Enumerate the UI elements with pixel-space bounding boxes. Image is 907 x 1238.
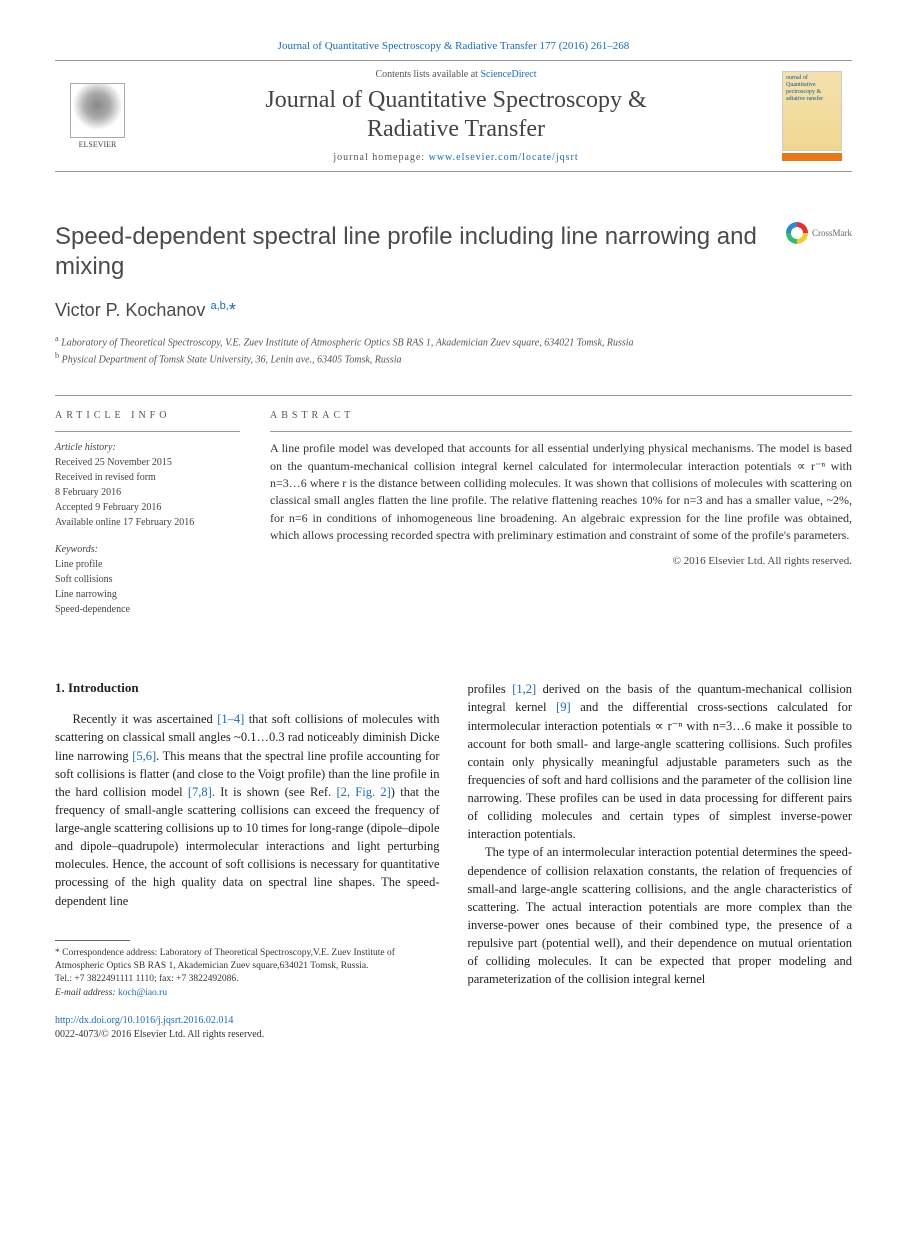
issn-copyright: 0022-4073/© 2016 Elsevier Ltd. All right… xyxy=(55,1028,440,1042)
homepage-line: journal homepage: www.elsevier.com/locat… xyxy=(142,152,770,163)
author-name: Victor P. Kochanov xyxy=(55,300,205,320)
top-citation: Journal of Quantitative Spectroscopy & R… xyxy=(55,40,852,52)
col1-t4: . It is shown (see Ref. xyxy=(212,785,337,799)
journal-cover-thumb: ournal of Quantitative pectroscopy & adi… xyxy=(782,71,842,151)
abstract-text: A line profile model was developed that … xyxy=(270,431,852,544)
cover-orange-bar xyxy=(782,153,842,161)
elsevier-label: ELSEVIER xyxy=(79,140,117,149)
section-1-heading: 1. Introduction xyxy=(55,680,440,696)
keyword-1: Line profile xyxy=(55,557,240,572)
elsevier-tree-icon xyxy=(70,83,125,138)
journal-name: Journal of Quantitative Spectroscopy & R… xyxy=(142,86,770,144)
elsevier-logo: ELSEVIER xyxy=(65,78,130,153)
affiliation-b: b Physical Department of Tomsk State Uni… xyxy=(55,350,852,367)
doi-block: http://dx.doi.org/10.1016/j.jqsrt.2016.0… xyxy=(55,1014,440,1042)
corr-label: * Correspondence address: xyxy=(55,948,160,958)
ref-5-6[interactable]: [5,6] xyxy=(132,749,156,763)
affiliations: a Laboratory of Theoretical Spectroscopy… xyxy=(55,333,852,368)
contents-prefix: Contents lists available at xyxy=(375,69,480,80)
article-info-label: ARTICLE INFO xyxy=(55,396,240,431)
history-revised1: Received in revised form xyxy=(55,470,240,485)
col1-t1: Recently it was ascertained xyxy=(73,712,218,726)
ref-1-2[interactable]: [1,2] xyxy=(512,682,536,696)
homepage-prefix: journal homepage: xyxy=(333,152,428,163)
affiliation-b-text: Physical Department of Tomsk State Unive… xyxy=(62,354,402,365)
footnote-separator xyxy=(55,940,130,941)
keywords-label: Keywords: xyxy=(55,542,240,557)
col2-t3: and the differential cross-sections calc… xyxy=(468,700,853,841)
footnote-email: E-mail address: koch@iao.ru xyxy=(55,987,440,1000)
col2-p2: The type of an intermolecular interactio… xyxy=(468,843,853,988)
sciencedirect-link[interactable]: ScienceDirect xyxy=(480,69,536,80)
author-affil-marks[interactable]: a,b, xyxy=(210,300,228,312)
crossmark-icon xyxy=(786,222,808,244)
journal-header: ELSEVIER Contents lists available at Sci… xyxy=(55,60,852,172)
ref-2-fig2[interactable]: [2, Fig. 2] xyxy=(337,785,391,799)
homepage-link[interactable]: www.elsevier.com/locate/jqsrt xyxy=(429,152,579,163)
footnote-correspondence: * Correspondence address: Laboratory of … xyxy=(55,947,440,974)
history-label: Article history: xyxy=(55,440,240,455)
corresponding-star: * xyxy=(229,300,236,320)
footnote-block: * Correspondence address: Laboratory of … xyxy=(55,947,440,1000)
article-info-col: ARTICLE INFO Article history: Received 2… xyxy=(55,396,240,625)
doi-link[interactable]: http://dx.doi.org/10.1016/j.jqsrt.2016.0… xyxy=(55,1015,233,1026)
crossmark-label: CrossMark xyxy=(812,228,852,238)
journal-name-line1: Journal of Quantitative Spectroscopy & xyxy=(265,87,646,113)
author-line: Victor P. Kochanov a,b,* xyxy=(55,300,852,321)
article-title: Speed-dependent spectral line profile in… xyxy=(55,222,766,282)
journal-cover-wrap: ournal of Quantitative pectroscopy & adi… xyxy=(782,71,842,161)
keyword-3: Line narrowing xyxy=(55,587,240,602)
email-label: E-mail address: xyxy=(55,988,118,998)
keyword-4: Speed-dependence xyxy=(55,602,240,617)
crossmark-badge[interactable]: CrossMark xyxy=(786,222,852,244)
history-revised2: 8 February 2016 xyxy=(55,485,240,500)
col1-t5: ) that the frequency of small-angle scat… xyxy=(55,785,440,908)
col2-t1: profiles xyxy=(468,682,513,696)
history-block: Article history: Received 25 November 20… xyxy=(55,431,240,538)
ref-7-8[interactable]: [7,8] xyxy=(188,785,212,799)
col2-paragraphs: profiles [1,2] derived on the basis of t… xyxy=(468,680,853,988)
body-columns: 1. Introduction Recently it was ascertai… xyxy=(55,680,852,1042)
abstract-label: ABSTRACT xyxy=(270,396,852,431)
col1-paragraph: Recently it was ascertained [1–4] that s… xyxy=(55,710,440,909)
column-right: profiles [1,2] derived on the basis of t… xyxy=(468,680,853,1042)
footnote-tel: Tel.: +7 3822491111 1110; fax: +7 382249… xyxy=(55,973,440,986)
ref-9[interactable]: [9] xyxy=(556,700,571,714)
info-abstract-row: ARTICLE INFO Article history: Received 2… xyxy=(55,395,852,625)
affiliation-a-text: Laboratory of Theoretical Spectroscopy, … xyxy=(61,337,633,348)
page-container: Journal of Quantitative Spectroscopy & R… xyxy=(0,0,907,1082)
history-received: Received 25 November 2015 xyxy=(55,455,240,470)
column-left: 1. Introduction Recently it was ascertai… xyxy=(55,680,440,1042)
header-center: Contents lists available at ScienceDirec… xyxy=(142,69,770,163)
abstract-col: ABSTRACT A line profile model was develo… xyxy=(270,396,852,625)
history-online: Available online 17 February 2016 xyxy=(55,515,240,530)
journal-name-line2: Radiative Transfer xyxy=(367,116,545,142)
abstract-copyright: © 2016 Elsevier Ltd. All rights reserved… xyxy=(270,555,852,567)
title-row: Speed-dependent spectral line profile in… xyxy=(55,222,852,282)
history-accepted: Accepted 9 February 2016 xyxy=(55,500,240,515)
contents-line: Contents lists available at ScienceDirec… xyxy=(142,69,770,80)
email-link[interactable]: koch@iao.ru xyxy=(118,988,167,998)
keywords-block: Keywords: Line profile Soft collisions L… xyxy=(55,538,240,625)
ref-1-4[interactable]: [1–4] xyxy=(217,712,244,726)
affiliation-a: a Laboratory of Theoretical Spectroscopy… xyxy=(55,333,852,350)
keyword-2: Soft collisions xyxy=(55,572,240,587)
